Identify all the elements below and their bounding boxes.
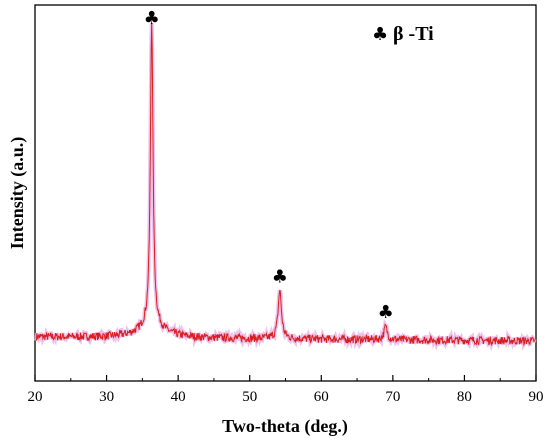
- y-axis-title: Intensity (a.u.): [7, 137, 28, 250]
- peak-marker: ♣: [272, 266, 288, 287]
- legend-label: β -Ti: [393, 23, 434, 45]
- x-tick-label: 50: [242, 389, 257, 405]
- legend-symbol: ♣: [372, 24, 388, 45]
- peak-marker: ♣: [378, 302, 394, 323]
- x-axis-title: Two-theta (deg.): [222, 416, 348, 437]
- x-tick-label: 30: [99, 389, 114, 405]
- x-tick-label: 70: [385, 389, 400, 405]
- x-tick-label: 40: [171, 389, 186, 405]
- peak-marker: ♣: [144, 8, 160, 29]
- diffraction-trace: [35, 23, 535, 347]
- x-tick-label: 60: [314, 389, 329, 405]
- diffraction-trace-shadow: [34, 23, 537, 352]
- plot-frame: [34, 4, 537, 382]
- x-tick-label: 80: [457, 389, 472, 405]
- peak-markers: ♣ ♣ ♣: [144, 8, 394, 323]
- x-axis-ticks: [34, 375, 537, 381]
- x-tick-label: 20: [28, 389, 43, 405]
- x-tick-label: 90: [529, 389, 544, 405]
- x-axis-tick-labels: 20 30 40 50 60 70 80 90: [28, 389, 544, 405]
